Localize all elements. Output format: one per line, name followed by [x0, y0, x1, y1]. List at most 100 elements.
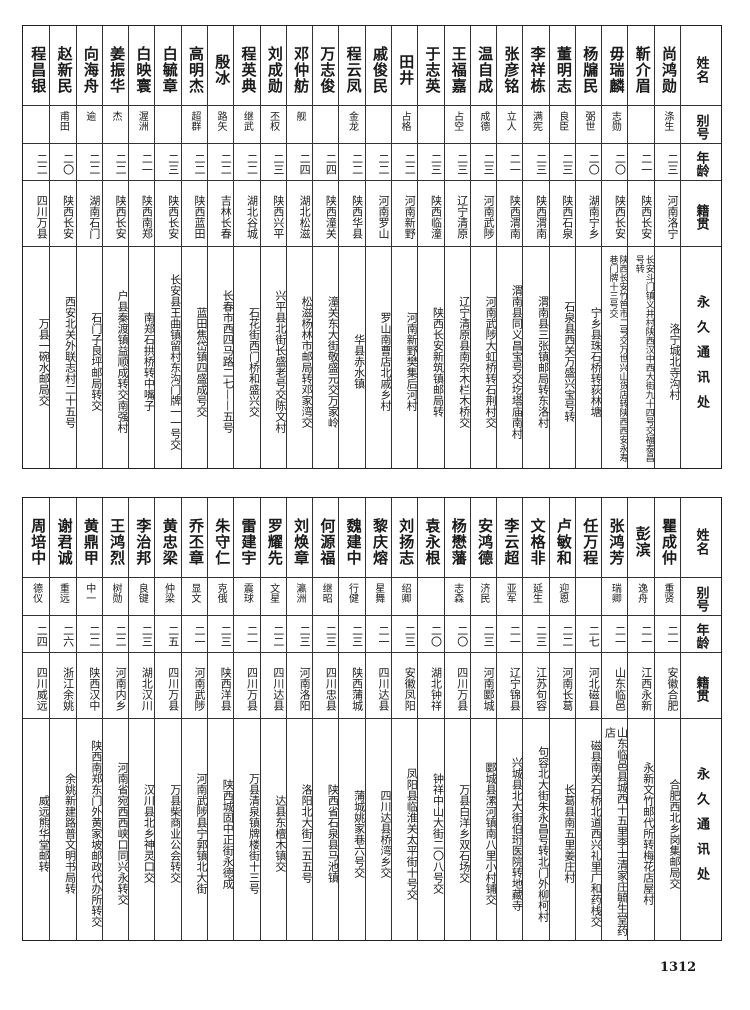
person-name: 田井 — [391, 26, 418, 106]
header-alias: 别号 — [681, 106, 721, 144]
person-name: 殷冰 — [207, 26, 234, 106]
person-address: 陕西省石泉县马池镇 — [326, 784, 339, 883]
person-origin: 河南洛阳 — [286, 653, 313, 719]
person-age: 二一 — [365, 616, 391, 653]
person-name: 朱守仁 — [207, 498, 234, 578]
header-column: 姓名 别号 年龄 籍贯 永久通讯处 — [680, 498, 721, 940]
person-record: 温自成 成德 二三 河南武陟 河南武陟大虹桥转石荆村交 — [469, 26, 497, 468]
person-record: 卢敏和 迎恩 二二 河南长葛 长葛县南五里姜庄村 — [548, 498, 575, 940]
person-address: 兴城县北大街伯珩医院转地藏寺 — [510, 756, 523, 911]
person-alias: 弼世 — [575, 106, 602, 144]
person-record: 任万程 二七 河北磁县 磁县南关石桥北道西兴礼里广和药栈交 — [574, 498, 602, 940]
person-record: 高明杰 超群 二二 陕西蓝田 蓝田焦岱镇四盛成号交 — [180, 26, 207, 468]
person-alias: 行健 — [339, 578, 365, 616]
person-address: 渭南县三张镇邮局转东洛村 — [536, 295, 549, 428]
person-age: 二二 — [102, 616, 129, 653]
person-name: 何源福 — [313, 498, 339, 578]
person-name: 黄忠梁 — [155, 498, 181, 578]
person-record: 瞿成仲 重贤 二一 安徽合肥 合肥西北乡岗集邮局交 — [653, 498, 681, 940]
person-record: 朱守仁 克俄 二三 陕西洋县 陕西城固中正街永德成 — [206, 498, 234, 940]
person-name: 于志英 — [418, 26, 444, 106]
person-origin: 河北磁县 — [575, 653, 602, 719]
person-name: 彭滨 — [628, 498, 654, 578]
person-origin: 陕西长安 — [602, 181, 628, 247]
person-alias: 济民 — [470, 578, 497, 616]
person-age: 二三 — [654, 144, 681, 181]
person-origin: 湖南宁乡 — [575, 181, 602, 247]
person-age: 二〇 — [575, 144, 602, 181]
person-record: 刘扬志 绍卿 二三 安徽凤阳 凤阳县临淮关太平街十号交 — [390, 498, 418, 940]
person-name: 杨懋藩 — [444, 498, 470, 578]
person-origin: 四川威远 — [23, 653, 50, 719]
person-alias: 甫田 — [50, 106, 76, 144]
person-name: 白毓章 — [155, 26, 181, 106]
person-address: 户县秦渡镇益顺成转交南强村 — [116, 290, 129, 433]
page-number: 1312 — [660, 960, 697, 975]
person-name: 安鸿德 — [470, 498, 497, 578]
person-name: 周培中 — [23, 498, 50, 578]
person-record: 张鸿芳 瑞卿 二一 山东临邑 山东临邑县城西十五里李士清家庄毓生堂药店 — [601, 498, 628, 940]
person-alias — [155, 106, 181, 144]
person-alias — [575, 578, 602, 616]
person-address: 达县东檀木镇交 — [273, 795, 286, 872]
person-alias: 迎恩 — [549, 578, 575, 616]
person-alias: 瀛洲 — [286, 578, 313, 616]
person-address: 凤阳县临淮关太平街十号交 — [405, 767, 418, 900]
header-name: 姓名 — [681, 26, 721, 106]
person-record: 殷冰 路矢 二二 吉林长春 长春市西四马路二七——五号 — [206, 26, 234, 468]
person-name: 程昌银 — [23, 26, 50, 106]
person-alias — [628, 106, 654, 144]
person-age: 二一 — [497, 144, 523, 181]
person-origin: 江西永新 — [628, 653, 654, 719]
person-age: 二三 — [313, 616, 339, 653]
person-alias: 继昭 — [313, 578, 339, 616]
person-alias: 震球 — [234, 578, 260, 616]
person-age: 二三 — [286, 616, 313, 653]
person-origin: 四川万县 — [155, 653, 181, 719]
person-name: 靳介眉 — [628, 26, 654, 106]
person-origin: 河南武陟 — [470, 181, 497, 247]
person-record: 刘焕章 瀛洲 二三 河南洛阳 洛阳北大街二五五号 — [285, 498, 313, 940]
person-origin: 安徽凤阳 — [391, 653, 418, 719]
person-record: 李云超 亚军 二一 辽宁锦县 兴城县北大街伯珩医院转地藏寺 — [496, 498, 523, 940]
person-address: 兴平县北街长盛老号交陈文村 — [273, 290, 286, 433]
person-age: 二三 — [470, 144, 497, 181]
person-origin: 湖南石门 — [76, 181, 102, 247]
person-age: 二二 — [549, 616, 575, 653]
person-record: 张彦铭 立人 二一 陕西渭南 渭南县同义昌宝号交圪塔庙南村 — [496, 26, 523, 468]
person-origin: 四川万县 — [23, 181, 50, 247]
person-age: 二六 — [50, 616, 76, 653]
person-record: 杨牖民 弼世 二〇 湖南宁乡 宁乡县珠石桥转荻林塘 — [574, 26, 602, 468]
person-alias: 丕权 — [260, 106, 286, 144]
person-age: 二二 — [365, 144, 391, 181]
person-origin: 陕西临潼 — [418, 181, 444, 247]
person-record: 文格非 延生 二三 江苏句容 句容北大街朱永昌号转北门外柳柯村 — [522, 498, 549, 940]
person-address: 句容北大街朱永昌号转北门外柳柯村 — [536, 745, 549, 922]
person-origin: 辽宁清原 — [444, 181, 470, 247]
person-age: 二〇 — [418, 616, 444, 653]
person-origin: 河南洛宁 — [654, 181, 681, 247]
person-alias: 中一 — [76, 578, 102, 616]
person-age: 二二 — [23, 144, 50, 181]
person-address: 威远熊华堂邮转 — [37, 795, 50, 872]
person-origin: 四川达县 — [365, 653, 391, 719]
person-alias: 逸舟 — [628, 578, 654, 616]
person-age: 二一 — [181, 616, 207, 653]
person-name: 赵新民 — [50, 26, 76, 106]
person-alias: 文星 — [260, 578, 286, 616]
person-name: 黄鼎甲 — [76, 498, 102, 578]
person-alias: 志勋 — [602, 106, 628, 144]
person-alias: 志森 — [444, 578, 470, 616]
person-name: 王福嘉 — [444, 26, 470, 106]
person-record: 黄忠梁 仲梁 二五 四川万县 万县柴商业公会转交 — [154, 498, 181, 940]
person-age: 二三 — [155, 144, 181, 181]
person-record: 于志英 二三 陕西临潼 陕西长安新筑镇邮局转 — [417, 26, 444, 468]
person-record: 黎庆熔 星舞 二一 四川达县 四川达县桥湾乡交 — [364, 498, 391, 940]
person-alias: 良键 — [129, 578, 155, 616]
person-record: 罗耀先 文星 二二 四川达县 达县东檀木镇交 — [259, 498, 286, 940]
person-address: 长春市西四马路二七——五号 — [221, 290, 234, 433]
person-name: 王鸿烈 — [102, 498, 129, 578]
person-name: 李云超 — [497, 498, 523, 578]
person-address: 松滋杨林市邮局转邓家湾交 — [300, 295, 313, 428]
person-alias: 金龙 — [339, 106, 365, 144]
